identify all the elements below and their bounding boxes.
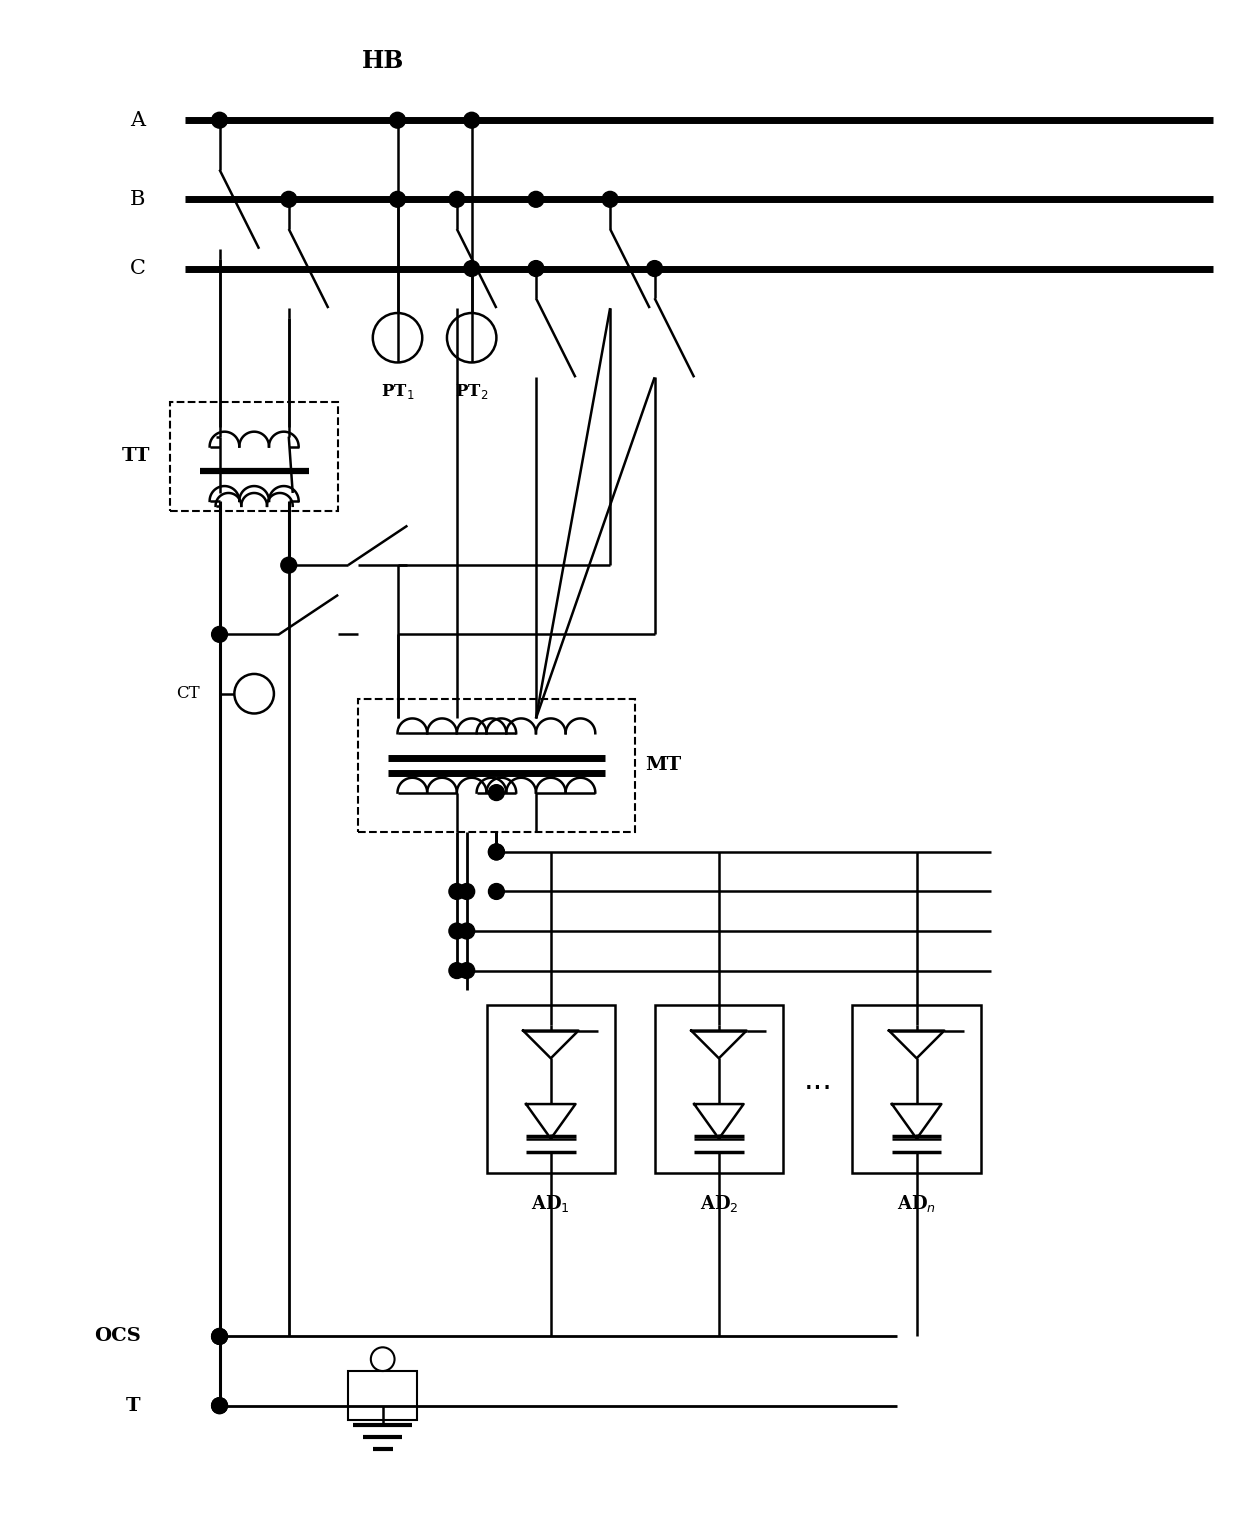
Text: AD$_2$: AD$_2$	[699, 1194, 738, 1213]
Text: ···: ···	[804, 1074, 832, 1103]
Text: TT: TT	[122, 448, 150, 466]
Text: HB: HB	[362, 48, 404, 73]
Circle shape	[212, 112, 227, 129]
Bar	[655, 1005, 784, 1173]
Circle shape	[528, 192, 544, 207]
Text: B: B	[130, 189, 145, 209]
Circle shape	[528, 260, 544, 277]
Circle shape	[212, 1398, 227, 1413]
Text: PT$_1$: PT$_1$	[381, 383, 414, 401]
Bar	[852, 1005, 981, 1173]
Circle shape	[489, 844, 505, 859]
Circle shape	[280, 192, 296, 207]
Circle shape	[389, 192, 405, 207]
Text: OCS: OCS	[94, 1327, 140, 1345]
Bar	[486, 1005, 615, 1173]
Circle shape	[464, 112, 480, 129]
Text: AD$_n$: AD$_n$	[897, 1194, 936, 1213]
Circle shape	[280, 557, 296, 573]
Circle shape	[603, 192, 618, 207]
Circle shape	[212, 1328, 227, 1345]
Circle shape	[449, 884, 465, 899]
Text: PT$_2$: PT$_2$	[455, 383, 489, 401]
Bar	[170, 402, 339, 511]
Circle shape	[489, 844, 505, 859]
Text: C: C	[129, 259, 145, 278]
Circle shape	[449, 923, 465, 940]
Circle shape	[489, 884, 505, 899]
Circle shape	[459, 923, 475, 940]
Circle shape	[449, 962, 465, 979]
Circle shape	[464, 260, 480, 277]
Circle shape	[449, 192, 465, 207]
Circle shape	[389, 112, 405, 129]
Text: CT: CT	[176, 685, 200, 702]
Circle shape	[459, 962, 475, 979]
Circle shape	[212, 1328, 227, 1345]
Circle shape	[212, 1398, 227, 1413]
Circle shape	[489, 785, 505, 800]
Text: T: T	[125, 1396, 140, 1415]
Text: A: A	[130, 110, 145, 130]
Text: AD$_1$: AD$_1$	[532, 1194, 570, 1213]
Text: MT: MT	[645, 756, 681, 775]
Circle shape	[459, 884, 475, 899]
Bar	[358, 699, 635, 832]
Bar	[348, 1371, 418, 1421]
Circle shape	[212, 626, 227, 643]
Circle shape	[647, 260, 662, 277]
